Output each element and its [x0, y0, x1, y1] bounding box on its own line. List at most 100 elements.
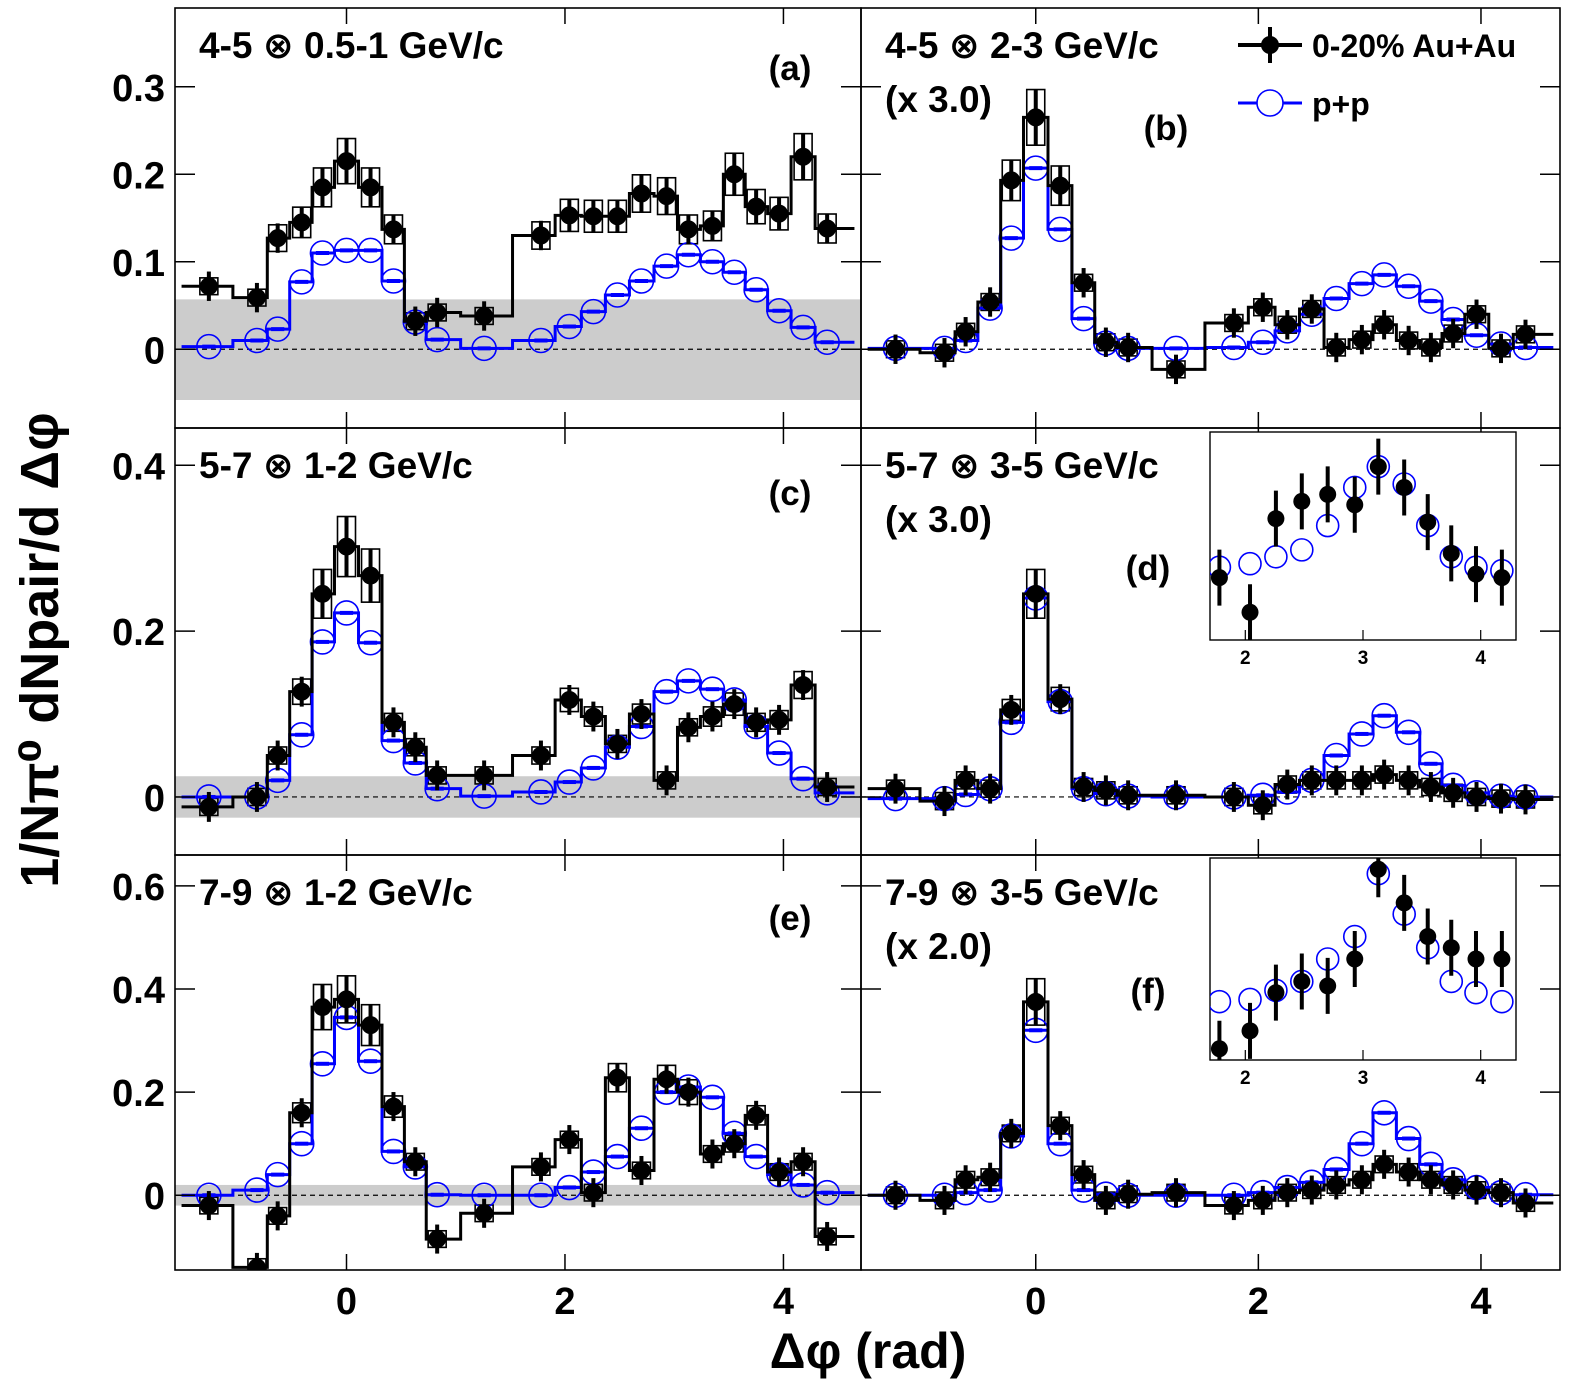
auau-point — [956, 322, 975, 341]
panel-label-a: (a) — [769, 49, 812, 88]
auau-point — [703, 707, 722, 726]
auau-histogram-e — [181, 997, 855, 1269]
plot-area-f — [861, 977, 1560, 1221]
inset-auau-point — [1395, 894, 1413, 912]
auau-point — [608, 734, 627, 753]
auau-point — [584, 1183, 603, 1202]
y-tick-label: 0 — [144, 778, 165, 820]
frame-b — [860, 7, 1561, 429]
auau-point — [632, 1161, 651, 1180]
auau-point — [560, 206, 579, 225]
pp-point — [1395, 719, 1422, 746]
legend-entry-label: 0-20% Au+Au — [1312, 28, 1516, 64]
auau-point — [981, 1168, 1000, 1187]
auau-point — [292, 213, 311, 232]
auau-point — [935, 1191, 954, 1210]
auau-point — [1074, 778, 1093, 797]
auau-point — [1327, 1175, 1346, 1194]
inset-pp-point — [1290, 538, 1314, 562]
y-axis-label: 1/Nπ⁰ dNpair/d Δφ — [10, 412, 70, 887]
plot-area-b — [861, 88, 1560, 385]
auau-point — [1352, 771, 1371, 790]
auau-point — [1467, 305, 1486, 324]
x-axis-label: Δφ (rad) — [770, 1323, 967, 1379]
inset-auau-point — [1467, 565, 1485, 583]
auau-point — [703, 216, 722, 235]
pp-point — [1418, 288, 1444, 314]
auau-point — [1444, 324, 1463, 343]
panel-label-e: (e) — [769, 899, 812, 938]
auau-point — [747, 1106, 766, 1125]
auau-point — [1119, 338, 1138, 357]
pp-point — [814, 329, 840, 356]
auau-point — [1166, 360, 1185, 379]
auau-point — [560, 690, 579, 709]
auau-point — [725, 1134, 744, 1153]
auau-histogram-f — [867, 1000, 1554, 1208]
auau-point — [292, 682, 311, 701]
auau-point — [935, 792, 954, 811]
auau-point — [1051, 1116, 1070, 1135]
auau-point — [1002, 171, 1021, 190]
auau-point — [531, 746, 550, 765]
auau-point — [406, 312, 425, 331]
auau-point — [1467, 1181, 1486, 1200]
legend-marker-pp — [1256, 89, 1284, 117]
inset-auau-point — [1241, 603, 1259, 621]
auau-point — [361, 178, 380, 197]
auau-point — [1492, 339, 1511, 358]
auau-point — [406, 1152, 425, 1171]
legend-entry-label: p+p — [1312, 86, 1370, 122]
inset-auau-point — [1319, 485, 1337, 503]
auau-histogram-b — [867, 115, 1554, 371]
pp-point — [580, 298, 607, 325]
auau-point — [247, 787, 266, 806]
auau-point — [1516, 790, 1535, 809]
auau-point — [1327, 338, 1346, 357]
legend-marker-auau — [1261, 36, 1279, 54]
panel-title-b: 4-5 ⊗ 2-3 GeV/c — [885, 25, 1159, 66]
auau-point — [725, 165, 744, 184]
pp-point — [699, 676, 726, 702]
panel-c: 0 0.2 0.4 5-7 ⊗ 1-2 GeV/c (c) — [112, 427, 862, 856]
auau-point — [770, 1163, 789, 1182]
auau-point — [1302, 300, 1321, 318]
auau-point — [199, 797, 218, 816]
pp-point — [288, 269, 315, 295]
scale-note-b: (x 3.0) — [885, 79, 992, 120]
auau-point — [1051, 176, 1070, 195]
inset-auau-point — [1346, 496, 1364, 514]
auau-point — [886, 779, 905, 798]
pp-point — [766, 297, 792, 324]
auau-point — [337, 990, 356, 1009]
x-tick-label: 4 — [773, 1281, 794, 1323]
auau-point — [981, 779, 1000, 798]
inset-auau-point — [1369, 458, 1387, 476]
y-tick-label: 0.3 — [112, 68, 165, 110]
y-tick-label: 0 — [144, 1176, 165, 1218]
inset-auau-point — [1467, 950, 1485, 968]
pp-point — [1371, 1099, 1397, 1126]
y-tick-label: 0.4 — [112, 446, 165, 488]
pp-point — [766, 740, 792, 766]
auau-point — [1421, 778, 1440, 797]
auau-histogram-d — [867, 592, 1554, 807]
auau-point — [818, 1227, 837, 1246]
inset-x-tick-label: 4 — [1475, 1068, 1486, 1089]
inset-auau-point — [1419, 928, 1437, 946]
inset-auau-point — [1210, 569, 1228, 587]
inset-auau-point — [1319, 977, 1337, 995]
auau-point — [1278, 1183, 1297, 1202]
inset-x-tick-label: 3 — [1358, 1068, 1369, 1089]
inset-auau-point — [1369, 860, 1387, 878]
y-tick-label: 0.2 — [112, 612, 165, 654]
legend: 0-20% Au+Au p+p — [1238, 27, 1516, 122]
panels: 0 0.1 0.2 0.3 4-5 ⊗ 0.5-1 GeV/c (a) 4-5 ⊗ 2-3 … — [112, 7, 1561, 1323]
pp-point — [528, 1182, 554, 1209]
inset-x-tick-label: 3 — [1358, 648, 1369, 669]
auau-point — [818, 778, 837, 797]
plot-area-c — [175, 515, 861, 822]
auau-point — [1399, 771, 1418, 790]
auau-point — [1026, 992, 1045, 1011]
